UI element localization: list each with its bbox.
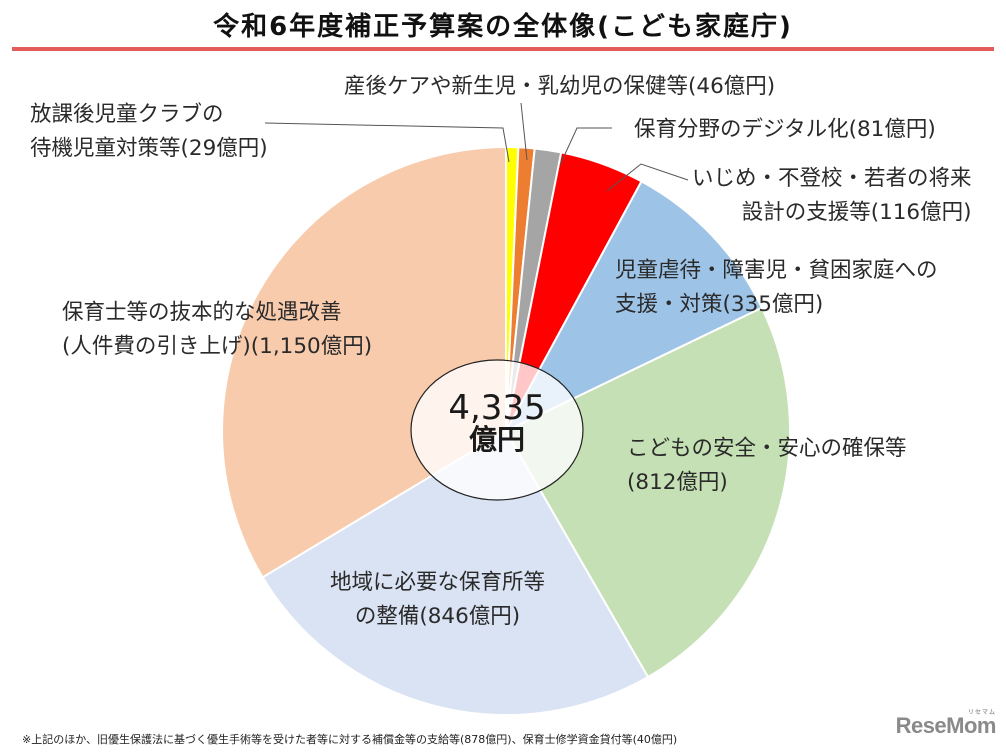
footnote: ※上記のほか、旧優生保護法に基づく優生手術等を受けた者等に対する補償金等の支給等… — [22, 733, 678, 746]
label-childcare-digital: 保育分野のデジタル化(81億円) — [634, 117, 936, 142]
total-unit: 億円 — [468, 423, 525, 456]
label-line: 放課後児童クラブの — [30, 102, 224, 127]
center-total: 4,335 億円 — [412, 388, 582, 456]
title-underline — [12, 47, 994, 51]
label-line: の整備(846億円) — [354, 604, 521, 629]
label-line: 保育士等の抜本的な処遇改善 — [62, 300, 342, 325]
label-line: こどもの安全・安心の確保等 — [627, 436, 907, 461]
label-nursery-facilities: 地域に必要な保育所等 の整備(846億円) — [330, 566, 545, 634]
pie-slices — [221, 145, 791, 717]
label-postpartum-care: 産後ケアや新生児・乳幼児の保健等(46億円) — [344, 74, 776, 99]
label-line: 支援・対策(335億円) — [615, 292, 824, 317]
leader-line-81 — [559, 127, 612, 166]
label-child-abuse-support: 児童虐待・障害児・貧困家庭への 支援・対策(335億円) — [615, 254, 938, 322]
label-line: 設計の支援等(116億円) — [741, 200, 972, 225]
center-total-ellipse — [410, 359, 584, 501]
page-title: 令和6年度補正予算案の全体像(こども家庭庁) — [213, 12, 793, 42]
label-line: 児童虐待・障害児・貧困家庭への — [615, 258, 938, 283]
label-line: 待機児童対策等(29億円) — [30, 136, 268, 161]
label-after-school-club: 放課後児童クラブの 待機児童対策等(29億円) — [30, 98, 268, 166]
label-line: 地域に必要な保育所等 — [330, 570, 546, 595]
label-bullying-support: いじめ・不登校・若者の将来 設計の支援等(116億円) — [692, 162, 972, 230]
label-childcare-worker-pay: 保育士等の抜本的な処遇改善 (人件費の引き上げ)(1,150億円) — [62, 296, 372, 364]
leader-line-46 — [520, 102, 528, 161]
label-line: いじめ・不登校・若者の将来 — [692, 166, 972, 191]
label-child-safety: こどもの安全・安心の確保等 (812億円) — [627, 432, 907, 500]
pie-slice — [261, 429, 650, 717]
logo-ruby: リセマム — [967, 710, 996, 716]
label-line: (812億円) — [627, 470, 728, 495]
leader-line-29 — [264, 122, 510, 163]
label-line: (人件費の引き上げ)(1,150億円) — [62, 334, 373, 359]
pie-slice — [504, 306, 791, 679]
resemom-logo: リセマム ReseMom — [895, 710, 997, 739]
total-number: 4,335 — [448, 388, 546, 428]
leader-line-116 — [606, 163, 689, 192]
pie-slice — [503, 180, 764, 434]
logo-text: ReseMom — [895, 713, 997, 738]
